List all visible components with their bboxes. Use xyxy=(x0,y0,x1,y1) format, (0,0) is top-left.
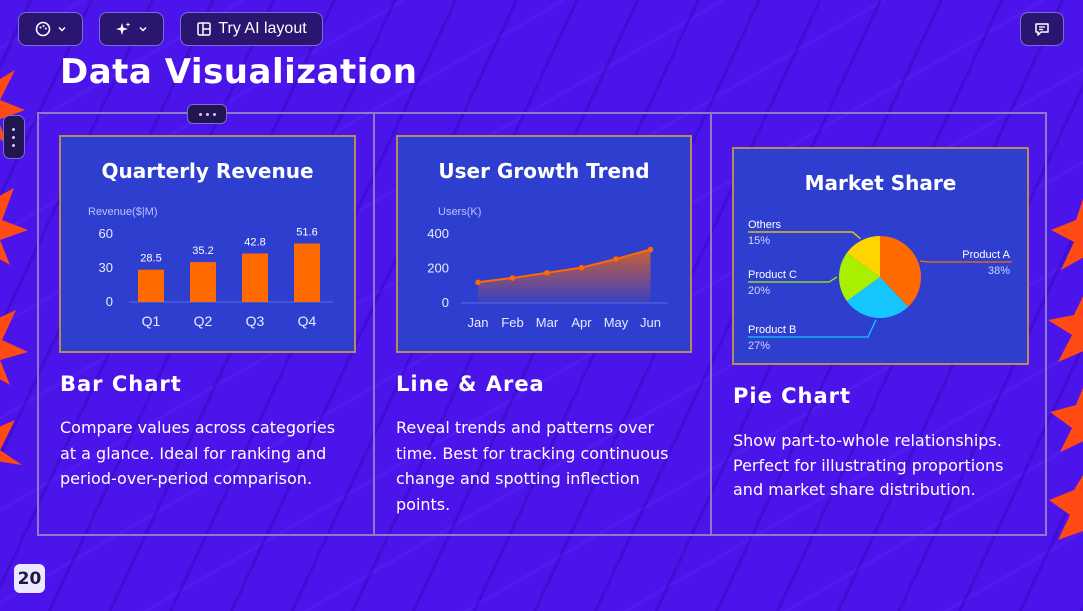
slice-percent: 15% xyxy=(748,235,770,247)
column-heading: Pie Chart xyxy=(733,384,852,408)
page-title: Data Visualization xyxy=(60,52,418,92)
try-ai-layout-label: Try AI layout xyxy=(218,20,307,37)
chevron-down-icon xyxy=(57,24,67,34)
slice-label: Product C xyxy=(748,269,797,281)
data-point xyxy=(647,246,654,253)
column-description: Compare values across categories at a gl… xyxy=(60,418,336,488)
page-number: 20 xyxy=(14,564,45,593)
x-tick-label: Apr xyxy=(571,315,592,330)
chart-title: Market Share xyxy=(804,171,957,195)
slice-percent: 20% xyxy=(748,285,770,297)
column-heading: Line & Area xyxy=(396,372,545,396)
column-bar-chart: Quarterly Revenue Revenue($|M) 60 30 0 28.5 Q… xyxy=(39,114,375,534)
line-chart: Users(K) 400 200 0 Jan Feb Mar Apr May Jun xyxy=(427,206,668,330)
column-pie-chart: Market Share Product A 38% Product B 27% Pro… xyxy=(712,114,1045,534)
data-label: 35.2 xyxy=(192,245,213,257)
column-heading: Bar Chart xyxy=(60,372,182,396)
y-tick-label: 400 xyxy=(427,226,449,241)
chart-title: User Growth Trend xyxy=(438,159,650,183)
slice-percent: 38% xyxy=(988,265,1010,277)
column-line-chart: User Growth Trend Users(K) 400 200 0 Jan Feb M… xyxy=(375,114,712,534)
drag-handle-horizontal[interactable] xyxy=(187,104,227,124)
pie-slice xyxy=(880,236,921,307)
layout-icon xyxy=(196,21,212,37)
data-point xyxy=(544,270,550,276)
sparkles-icon xyxy=(115,21,132,38)
data-label: 42.8 xyxy=(244,236,265,248)
data-point xyxy=(509,275,516,281)
slice-percent: 27% xyxy=(748,340,770,352)
pie-slice xyxy=(846,236,880,277)
axis-label: Revenue($|M) xyxy=(88,206,158,218)
star-decoration-right xyxy=(1048,199,1083,540)
pie-chart-card[interactable]: Market Share Product A 38% Product B 27% Pro… xyxy=(732,147,1029,365)
column-description: Show part-to-whole relationships. Perfec… xyxy=(733,431,1004,499)
bar-chart: Revenue($|M) 60 30 0 28.5 Q1 35.2 Q2 42.8 Q3 51.6 Q… xyxy=(88,206,333,329)
column-description: Reveal trends and patterns over time. Be… xyxy=(396,418,669,514)
data-label: 28.5 xyxy=(140,253,161,265)
line-chart-card[interactable]: User Growth Trend Users(K) 400 200 0 Jan Feb M… xyxy=(396,135,692,353)
x-tick-label: Feb xyxy=(501,315,523,330)
y-tick-label: 200 xyxy=(427,261,449,276)
drag-handle-vertical[interactable] xyxy=(3,115,25,159)
leader-line xyxy=(748,231,861,240)
theme-button[interactable] xyxy=(18,12,83,46)
comment-icon xyxy=(1034,21,1050,37)
leader-line xyxy=(748,276,838,283)
content-grid: Quarterly Revenue Revenue($|M) 60 30 0 28.5 Q… xyxy=(37,112,1047,536)
data-point xyxy=(578,264,585,271)
y-tick-label: 60 xyxy=(99,226,113,241)
bar xyxy=(190,262,216,302)
pie-slice xyxy=(846,277,909,318)
chart-title: Quarterly Revenue xyxy=(101,159,314,183)
data-point xyxy=(475,279,481,286)
x-tick-label: Jun xyxy=(640,315,661,330)
leader-line xyxy=(748,319,877,338)
x-tick-label: Q3 xyxy=(246,313,265,329)
x-tick-label: Q1 xyxy=(142,313,161,329)
bar xyxy=(242,253,268,302)
x-tick-label: Jan xyxy=(468,315,489,330)
area-fill xyxy=(478,249,651,303)
bar xyxy=(294,243,320,302)
bar xyxy=(138,269,164,302)
slice-label: Others xyxy=(748,219,782,231)
comment-button[interactable] xyxy=(1020,12,1064,46)
slice-label: Product A xyxy=(962,249,1010,261)
bar-chart-card[interactable]: Quarterly Revenue Revenue($|M) 60 30 0 28.5 Q… xyxy=(59,135,356,353)
x-tick-label: Q4 xyxy=(298,313,317,329)
pie-slice xyxy=(839,252,880,302)
ai-menu-button[interactable] xyxy=(99,12,164,46)
chevron-down-icon xyxy=(138,24,148,34)
leader-line xyxy=(919,260,1012,263)
y-tick-label: 0 xyxy=(106,294,113,309)
try-ai-layout-button[interactable]: Try AI layout xyxy=(180,12,323,46)
slice-label: Product B xyxy=(748,324,796,336)
x-tick-label: Mar xyxy=(536,315,559,330)
data-point xyxy=(613,256,619,262)
x-tick-label: Q2 xyxy=(194,313,213,329)
data-label: 51.6 xyxy=(296,227,317,239)
y-tick-label: 30 xyxy=(99,260,113,275)
pie-chart: Product A 38% Product B 27% Product C 20% Othe… xyxy=(748,219,1012,352)
series-line xyxy=(477,248,651,284)
y-tick-label: 0 xyxy=(442,295,449,310)
x-tick-label: May xyxy=(604,315,629,330)
star-decoration-left xyxy=(0,70,28,465)
axis-label: Users(K) xyxy=(438,206,481,218)
palette-icon xyxy=(35,21,51,37)
